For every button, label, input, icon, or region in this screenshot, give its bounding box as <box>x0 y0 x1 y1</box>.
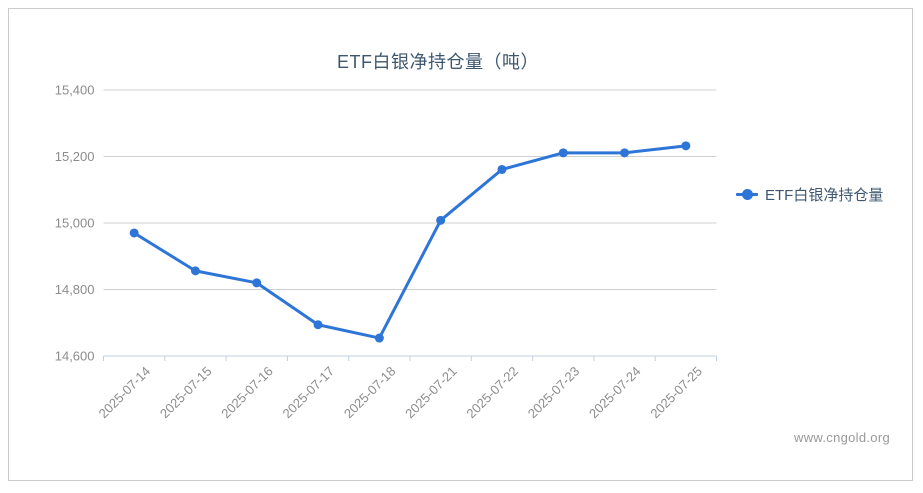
data-point-marker[interactable] <box>313 320 323 330</box>
data-point-marker[interactable] <box>558 148 568 158</box>
x-axis-label: 2025-07-23 <box>525 364 583 422</box>
data-point-marker[interactable] <box>252 278 262 288</box>
y-axis-label: 15,200 <box>55 149 95 164</box>
y-axis-label: 15,000 <box>55 216 95 231</box>
legend-item[interactable]: ETF白银净持仓量 <box>736 185 884 204</box>
chart-title: ETF白银净持仓量（吨） <box>337 52 539 72</box>
x-axis-label: 2025-07-14 <box>96 364 154 422</box>
data-point-marker[interactable] <box>620 148 630 158</box>
x-axis-label: 2025-07-21 <box>402 364 460 422</box>
data-point-marker[interactable] <box>129 228 139 238</box>
x-axis-label: 2025-07-18 <box>341 364 399 422</box>
x-axis-label: 2025-07-15 <box>157 364 215 422</box>
x-axis-label: 2025-07-25 <box>647 364 705 422</box>
x-axis-label: 2025-07-17 <box>280 364 338 422</box>
data-point-marker[interactable] <box>374 333 384 343</box>
y-axis-label: 15,400 <box>55 83 95 98</box>
x-axis-label: 2025-07-22 <box>463 364 521 422</box>
data-point-marker[interactable] <box>497 164 507 174</box>
data-point-marker[interactable] <box>681 141 691 151</box>
legend-label: ETF白银净持仓量 <box>765 186 884 204</box>
series-line <box>132 144 688 340</box>
x-axis-label: 2025-07-16 <box>218 364 276 422</box>
legend-series-marker-icon <box>736 188 758 200</box>
legend-dot-icon <box>742 189 753 200</box>
data-point-marker[interactable] <box>436 215 446 225</box>
data-point-marker[interactable] <box>190 266 200 276</box>
x-axis-label: 2025-07-24 <box>586 364 644 422</box>
y-axis-label: 14,800 <box>55 282 95 297</box>
watermark: www.cngold.org <box>794 430 890 445</box>
y-axis-label: 14,600 <box>55 349 95 364</box>
